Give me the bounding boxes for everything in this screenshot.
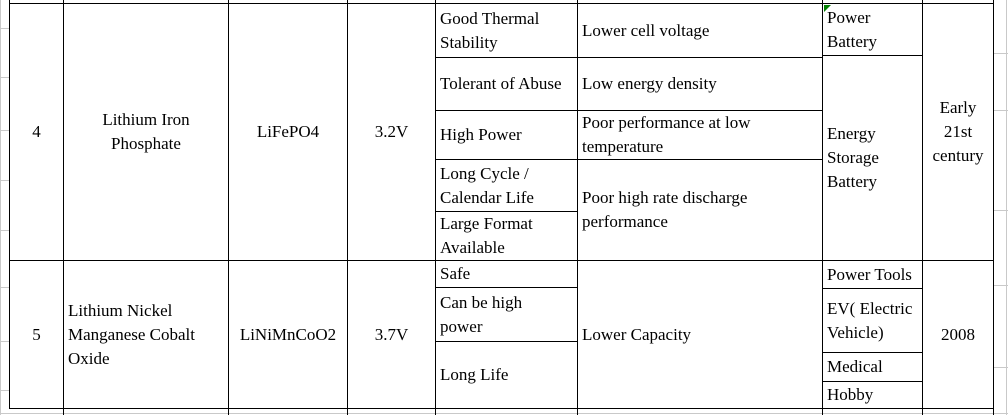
cell-row5-disadvantage-1[interactable]: Lower Capacity	[577, 260, 823, 409]
cell-border-stub	[577, 409, 578, 415]
row4-serial-text: 4	[32, 122, 41, 141]
sheet-gridline-left	[0, 0, 1, 415]
cell-row4-formula[interactable]: LiFePO4	[228, 3, 348, 261]
row4-application-1-text: Power Battery	[827, 7, 878, 51]
row5-application-4-text: Hobby	[827, 385, 874, 404]
row4-advantage-3-text: High Power	[440, 125, 522, 144]
cell-row4-disadvantage-4[interactable]: Poor high rate discharge performance	[577, 159, 823, 261]
sheet-row-tick	[994, 210, 1008, 211]
row5-advantage-3-text: Long Life	[440, 365, 509, 384]
row4-chemistry-name-text: Lithium Iron Phosphate	[102, 110, 190, 153]
row4-application-2-text: Energy Storage Battery	[827, 124, 879, 191]
cell-border-stub	[347, 409, 348, 415]
cell-border-stub	[922, 409, 923, 415]
cell-row5-application-2[interactable]: EV( Electric Vehicle)	[822, 288, 923, 353]
cell-border-stub	[63, 409, 64, 415]
cell-border-stub	[9, 0, 10, 4]
cell-border-stub	[228, 409, 229, 415]
row5-advantage-1-text: Safe	[440, 264, 471, 283]
sheet-row-tick	[0, 287, 9, 288]
sheet-row-tick	[0, 130, 9, 131]
cell-row5-advantage-2[interactable]: Can be high power	[435, 287, 578, 342]
cell-row5-serial[interactable]: 5	[9, 260, 64, 409]
row4-advantage-2-text: Tolerant of Abuse	[440, 74, 562, 93]
row5-year-text: 2008	[941, 324, 975, 344]
cell-row4-voltage[interactable]: 3.2V	[347, 3, 436, 261]
sheet-row-tick	[994, 367, 1008, 368]
cell-border-stub	[993, 409, 994, 415]
cell-row5-application-3[interactable]: Medical	[822, 352, 923, 382]
sheet-row-tick	[994, 285, 1008, 286]
sheet-row-tick	[994, 110, 1008, 111]
row4-disadvantage-1-text: Lower cell voltage	[582, 20, 710, 40]
row4-advantage-5-text: Large Format Available	[440, 214, 533, 257]
cell-border-stub	[63, 0, 64, 4]
row4-disadvantage-3-text: Poor performance at low temperature	[582, 113, 751, 156]
row5-advantage-2-text: Can be high power	[440, 292, 523, 336]
cell-row4-application-2[interactable]: Energy Storage Battery	[822, 55, 923, 261]
sheet-row-tick	[994, 53, 1008, 54]
row4-disadvantage-2-text: Low energy density	[582, 74, 717, 93]
cell-row4-advantage-1[interactable]: Good Thermal Stability	[435, 3, 578, 58]
row5-disadvantage-1-text: Lower Capacity	[582, 324, 692, 344]
cell-row4-disadvantage-3[interactable]: Poor performance at low temperature	[577, 110, 823, 160]
cell-row5-application-4[interactable]: Hobby	[822, 381, 923, 409]
row4-voltage-text: 3.2V	[374, 122, 409, 141]
row5-application-1-text: Power Tools	[827, 264, 912, 284]
cell-border-stub	[347, 0, 348, 4]
row5-chemistry-name-text: Lithium Nickel Manganese Cobalt Oxide	[68, 300, 195, 368]
cell-border-stub	[822, 409, 823, 415]
cell-row5-formula[interactable]: LiNiMnCoO2	[228, 260, 348, 409]
row5-application-3-text: Medical	[827, 357, 883, 376]
cell-border-stub	[922, 0, 923, 4]
row4-disadvantage-4-text: Poor high rate discharge performance	[582, 188, 748, 231]
cell-row5-application-1[interactable]: Power Tools	[822, 260, 923, 289]
cell-row4-advantage-2[interactable]: Tolerant of Abuse	[435, 57, 578, 111]
error-indicator-icon	[824, 5, 831, 12]
sheet-row-tick	[0, 230, 9, 231]
cell-row4-application-1[interactable]: Power Battery	[822, 3, 923, 56]
cell-border-stub	[822, 0, 823, 4]
row4-advantage-4-text: Long Cycle / Calendar Life	[440, 163, 534, 207]
cell-row4-advantage-5[interactable]: Large Format Available	[435, 211, 578, 261]
row4-year-text: Early 21st century	[932, 98, 984, 165]
cell-border-stub	[577, 0, 578, 4]
cell-row5-chemistry-name[interactable]: Lithium Nickel Manganese Cobalt Oxide	[63, 260, 229, 409]
sheet-gridline-bottom	[0, 413, 1008, 414]
row5-formula-text: LiNiMnCoO2	[239, 324, 337, 344]
cell-border-stub	[993, 0, 994, 4]
cell-row5-advantage-1[interactable]: Safe	[435, 260, 578, 288]
cell-row5-year[interactable]: 2008	[922, 260, 994, 409]
cell-border-stub	[435, 409, 436, 415]
row5-application-2-text: EV( Electric Vehicle)	[827, 298, 913, 342]
sheet-row-tick	[0, 28, 9, 29]
row5-voltage-text: 3.7V	[374, 324, 409, 344]
cell-row4-chemistry-name[interactable]: Lithium Iron Phosphate	[63, 3, 229, 261]
sheet-row-tick	[0, 390, 9, 391]
sheet-row-tick	[0, 180, 9, 181]
row4-formula-text: LiFePO4	[256, 122, 320, 141]
row4-advantage-1-text: Good Thermal Stability	[440, 8, 540, 52]
sheet-gridline-right	[1006, 0, 1007, 415]
cell-row4-disadvantage-2[interactable]: Low energy density	[577, 57, 823, 111]
cell-row5-voltage[interactable]: 3.7V	[347, 260, 436, 409]
row5-serial-text: 5	[32, 324, 41, 344]
cell-row4-advantage-4[interactable]: Long Cycle / Calendar Life	[435, 159, 578, 212]
cell-row5-advantage-3[interactable]: Long Life	[435, 341, 578, 409]
cell-border-stub	[435, 0, 436, 4]
cell-row4-advantage-3[interactable]: High Power	[435, 110, 578, 160]
cell-row4-serial[interactable]: 4	[9, 3, 64, 261]
cell-border-stub	[228, 0, 229, 4]
cell-row4-disadvantage-1[interactable]: Lower cell voltage	[577, 3, 823, 58]
sheet-row-tick	[0, 77, 9, 78]
cell-row4-year[interactable]: Early 21st century	[922, 3, 994, 261]
sheet-row-tick	[0, 341, 9, 342]
